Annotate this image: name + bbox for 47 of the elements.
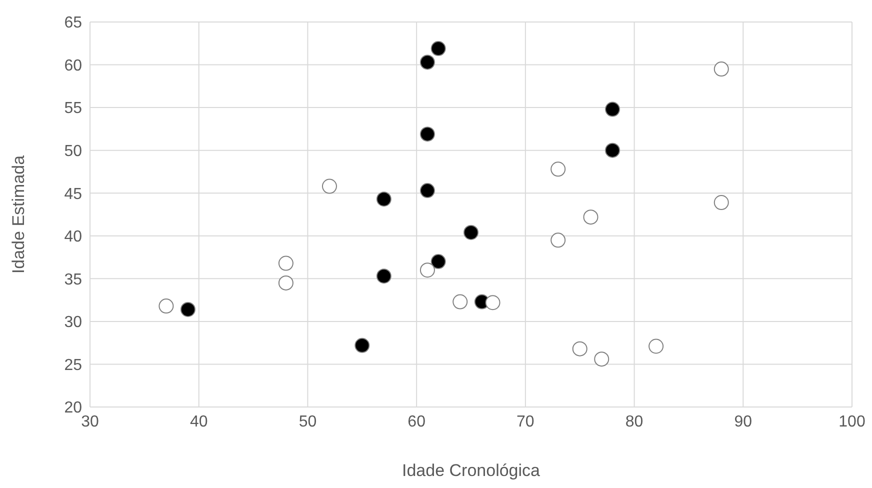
point [278,256,294,271]
point [464,224,478,240]
x-tick-label: 30 [81,413,99,430]
point [550,232,566,248]
point [376,192,392,207]
x-tick-label: 90 [734,413,752,430]
point [180,302,196,317]
point [420,262,435,278]
point [485,295,500,310]
y-tick-label: 30 [64,314,82,332]
x-tick-label: 80 [625,413,644,430]
x-tick-label: 50 [298,413,317,430]
point [158,298,174,314]
point [420,54,435,70]
point [714,62,729,77]
y-tick-label: 65 [64,14,82,32]
point [452,294,468,310]
point [278,275,294,290]
point [605,102,620,117]
point [714,195,729,210]
y-tick-label: 45 [64,186,82,203]
y-tick-label: 50 [64,143,82,160]
point [583,210,598,225]
y-tick-label: 20 [64,400,82,417]
y-axis-title: Idade Estimada [9,154,28,274]
point [572,341,588,356]
x-tick-label: 40 [190,413,208,430]
point [430,254,446,270]
y-tick-label: 25 [64,356,82,374]
point [648,338,664,354]
point [594,352,610,367]
y-tick-label: 60 [64,57,82,74]
point [605,142,620,158]
point [322,178,337,194]
point [376,268,392,284]
point [420,126,435,142]
x-tick-label: 60 [408,413,426,430]
point [430,41,446,56]
x-tick-label: 70 [516,413,534,430]
y-tick-label: 55 [64,100,82,118]
x-tick-label: 100 [838,413,866,430]
point [354,338,370,353]
point [550,162,566,177]
y-tick-label: 40 [64,228,82,246]
point [420,183,435,198]
y-tick-label: 35 [64,271,82,288]
x-axis-title: Idade Cronológica [402,461,541,480]
